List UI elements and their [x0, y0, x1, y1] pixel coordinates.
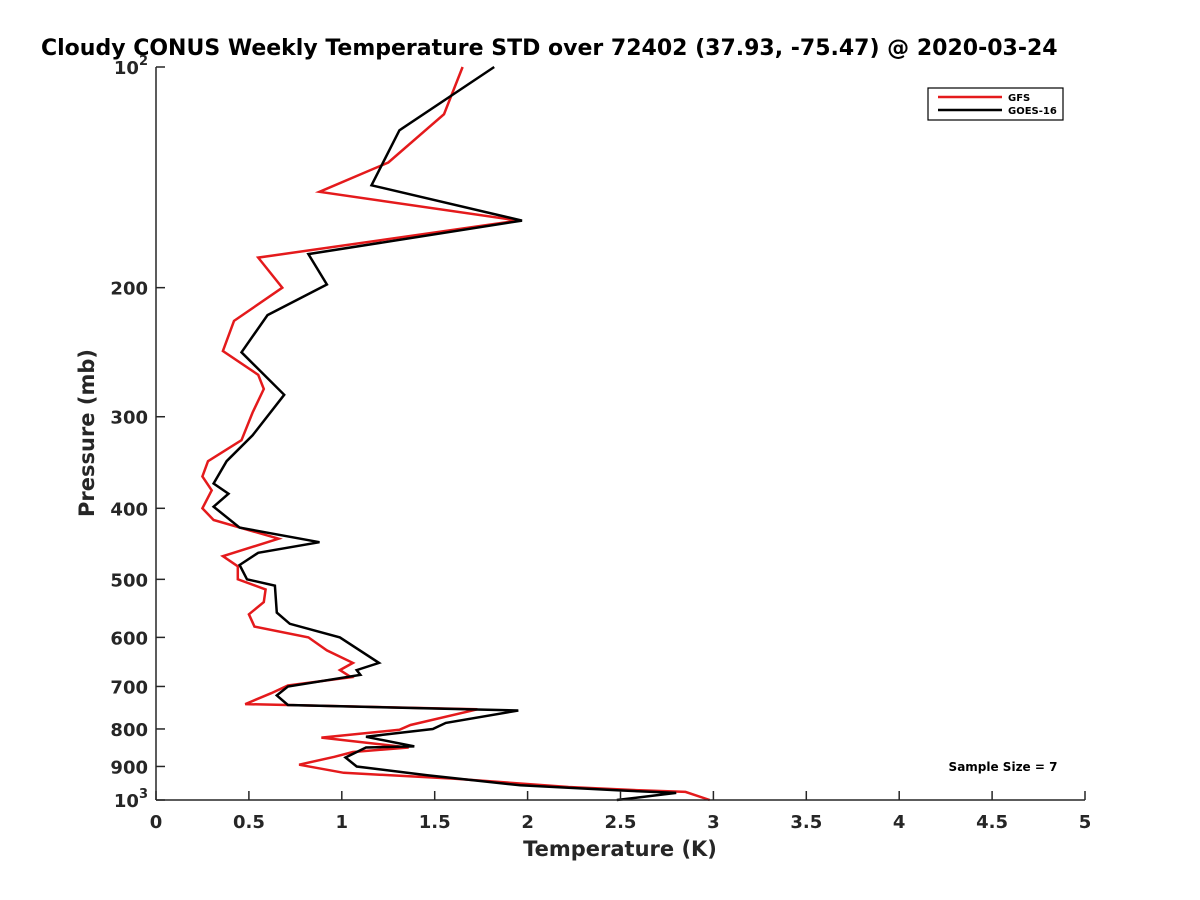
x-tick-label: 3.5	[790, 812, 822, 833]
y-tick-label: 500	[110, 570, 148, 591]
series-line-gfs	[200, 66, 711, 802]
x-tick-label: 4	[893, 812, 906, 833]
x-axis-label: Temperature (K)	[523, 837, 717, 861]
y-tick-label: 103	[114, 787, 148, 812]
sample-size-annotation: Sample Size = 7	[949, 760, 1058, 774]
y-axis-label: Pressure (mb)	[75, 349, 99, 517]
x-tick-label: 2.5	[605, 812, 637, 833]
x-tick-label: 2	[521, 812, 534, 833]
chart-title: Cloudy CONUS Weekly Temperature STD over…	[41, 36, 1058, 61]
x-tick-label: 1.5	[419, 812, 451, 833]
y-tick-label: 102	[114, 54, 148, 79]
y-tick-label: 700	[110, 677, 148, 698]
legend-box	[927, 87, 1064, 121]
legend-label-goes-16: GOES-16	[1008, 106, 1057, 117]
legend: GFS GOES-16	[927, 87, 1064, 121]
y-tick-label: 900	[110, 757, 148, 778]
y-tick-label-base: 10	[114, 58, 139, 79]
axes	[155, 67, 1085, 801]
y-tick-label: 600	[110, 628, 148, 649]
x-tick-label: 0	[150, 812, 163, 833]
y-tick-label-base: 10	[114, 791, 139, 812]
x-tick-label: 0.5	[233, 812, 265, 833]
x-tick-label: 1	[336, 812, 349, 833]
y-tick-label: 800	[110, 720, 148, 741]
y-tick-label: 400	[110, 499, 148, 520]
ticks: 0 0.5 1 1.5 2 2.5 3 3.5 4 4.5 51022003004005006007…	[110, 54, 1091, 833]
series-line-goes-16	[211, 65, 677, 802]
y-tick-label: 200	[110, 279, 148, 300]
plot-area	[200, 65, 711, 802]
x-tick-label: 3	[707, 812, 720, 833]
legend-label-gfs: GFS	[1008, 93, 1030, 104]
y-tick-label-exponent: 2	[139, 54, 148, 69]
y-tick-label: 300	[110, 408, 148, 429]
x-tick-label: 5	[1079, 812, 1092, 833]
y-tick-label-exponent: 3	[139, 787, 148, 802]
x-tick-label: 4.5	[976, 812, 1008, 833]
